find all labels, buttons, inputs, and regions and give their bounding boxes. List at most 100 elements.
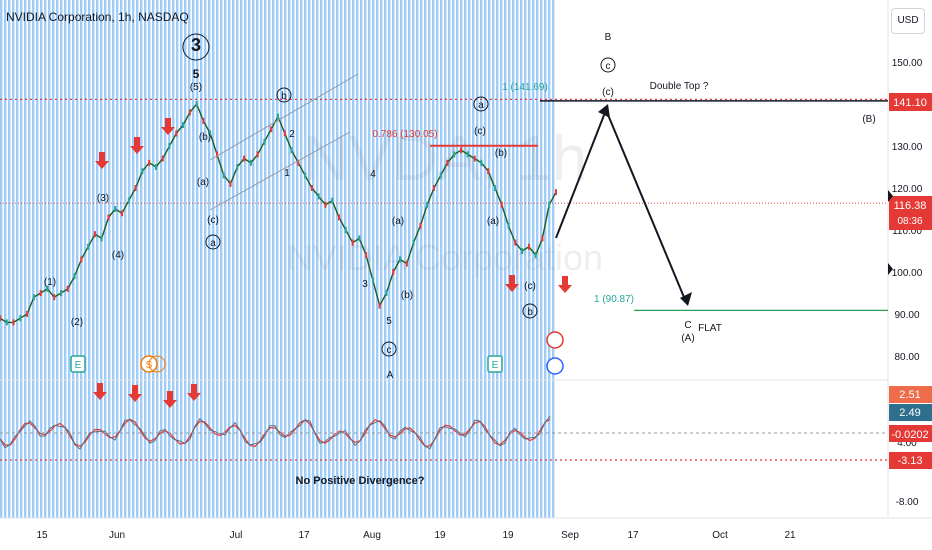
highlight-stripe [32,0,35,518]
highlight-stripe [380,0,383,518]
highlight-stripe [492,0,495,518]
wave-c-circle-text: c [606,61,611,72]
highlight-stripe [120,0,123,518]
price-candle [453,151,456,158]
highlight-stripe [124,0,127,518]
earnings-badge-text: E [75,360,82,371]
highlight-stripe [152,0,155,518]
price-candle [222,172,225,179]
earnings-badge [70,355,86,373]
x-tick-label: 17 [627,530,639,541]
price-candle [60,290,63,296]
x-tick-label: Sep [561,530,579,541]
price-candle [439,172,442,179]
wave-label: (B) [862,114,875,125]
price-candle [324,201,327,208]
highlight-stripe [496,0,499,518]
tag-osc-b-text: 2.49 [899,407,920,419]
price-candle [148,159,151,166]
highlight-stripe [172,0,175,518]
price-candle [121,210,124,217]
highlight-stripe [412,0,415,518]
highlight-stripe [232,0,235,518]
osc-sell-arrow [167,391,173,400]
price-candle [12,319,15,326]
price-candle [358,235,361,242]
highlight-stripe [16,0,19,518]
highlight-stripe [376,0,379,518]
price-candle [493,185,496,191]
sell-arrow [558,285,572,293]
wave-label: (c) [524,281,536,292]
highlight-stripe [280,0,283,518]
sell-arrow [562,276,568,285]
price-candle [154,164,157,170]
wave-label: 5 [386,316,392,327]
wave-a-circle [205,234,221,250]
wave-label: (c) [602,87,614,98]
highlight-stripe [184,0,187,518]
y-tick-label: 100.00 [892,268,923,279]
wave-label: (5) [190,82,202,93]
price-candle [310,185,313,191]
price-candle [141,168,144,175]
highlight-stripe [12,0,15,518]
highlight-stripe [432,0,435,518]
highlight-stripe [384,0,387,518]
highlight-stripe [180,0,183,518]
highlight-stripe [512,0,515,518]
highlight-stripe [544,0,547,518]
highlight-stripe [524,0,527,518]
price-candle [215,151,218,158]
x-tick-label: 21 [784,530,796,541]
osc-tick-label: 4.00 [897,438,917,449]
highlight-stripe [356,0,359,518]
price-candle [100,235,103,242]
price-candle [446,159,449,166]
highlight-stripe [548,0,551,518]
highlight-stripe [64,0,67,518]
highlight-stripe [316,0,319,518]
highlight-stripe [552,0,555,518]
price-candle [46,285,49,292]
price-candle [297,159,300,166]
tag-osc-a [889,386,932,403]
price-candle [283,130,286,137]
price-candle [175,130,178,137]
channel-upper [209,73,359,161]
highlight-stripe [532,0,535,518]
wave-3-circle-text: 3 [191,35,201,55]
highlight-stripe [188,0,191,518]
price-candle [487,168,490,175]
wave-label: 5 [193,67,200,81]
price-candle [392,269,395,275]
price-candle [460,147,463,154]
highlight-stripe [444,0,447,518]
highlight-stripe [304,0,307,518]
highlight-stripe [408,0,411,518]
price-candle [161,155,164,162]
highlight-stripe [440,0,443,518]
price-candle [73,273,76,280]
chart-title: NVIDIA Corporation, 1h, NASDAQ [6,10,189,24]
price-candle [80,256,83,263]
highlight-stripe [108,0,111,518]
highlight-stripe [236,0,239,518]
highlight-stripe [428,0,431,518]
tag-osc-c-text: -0.0202 [891,429,928,441]
highlight-stripe [88,0,91,518]
price-candle [195,101,198,107]
tag-osc-a-text: 2.51 [899,389,920,401]
wave-label: (c) [474,126,486,137]
price-candle [514,239,517,246]
currency-button[interactable]: USD [891,8,925,34]
wave-label: (c) [207,215,219,226]
highlight-stripe [528,0,531,518]
price-candle [351,239,354,246]
price-candle [243,155,246,162]
highlight-stripe [36,0,39,518]
wave-label: C [684,320,691,331]
tag-osc-d [889,452,932,469]
highlight-stripe [4,0,7,518]
highlight-stripe [448,0,451,518]
